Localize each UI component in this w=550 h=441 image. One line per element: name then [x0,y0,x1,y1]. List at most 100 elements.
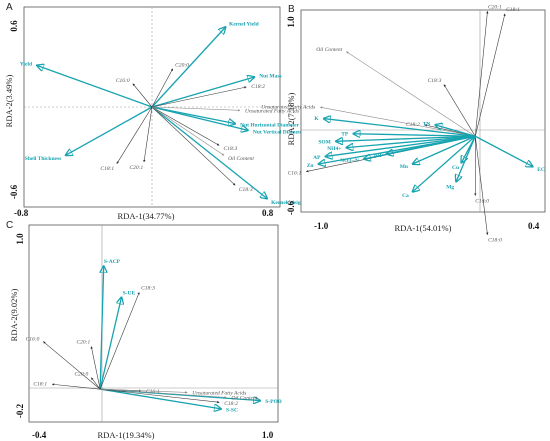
vector-label: C16:0 [116,78,130,84]
vector-arrow [336,135,476,141]
vector-label: S-UE [123,290,136,296]
vector-arrow [346,51,476,137]
vector-label: C18:3 [428,78,442,84]
vector-arrow [151,106,236,186]
vector-arrow [353,134,476,137]
y-tick-label: -0.6 [286,200,296,215]
vector-arrow [99,297,121,390]
vector-arrow [99,292,140,390]
vector-label: C16:1 [146,389,160,395]
plot-frame [28,224,279,423]
vector-label: C20:1 [130,165,144,171]
vector-label: Kernel Yield [229,21,259,27]
vector-label: Unsaturated Fatty Acids [261,104,315,110]
vector-label: C20:0 [74,372,88,378]
vector-arrow [151,106,248,130]
vector-arrow [99,266,104,390]
vector-label: Oil Content [231,396,257,402]
y-tick-label: 1.0 [286,16,296,28]
vector-label: C16:1 [288,171,302,177]
vector-label: C20:1 [76,340,90,346]
x-tick-label: 0.4 [528,221,540,231]
vector-label: Ca [402,193,409,199]
vector-arrow [151,106,220,146]
x-tick-label: -0.8 [14,208,29,218]
arrows-layer: S-ACP S-UE S-POD S-SC C18:3 C16:0 C20:1 C20:0 C1… [26,259,282,414]
y-tick-label: 1.0 [15,233,25,245]
vector-label: Nut Horizontal Diameter [240,123,300,129]
vector-arrow [91,377,101,390]
vector-label: Mg [446,184,454,190]
vector-label: Unsaturated Fatty Acids [192,391,246,397]
vector-label: Kernel Weight [271,200,305,206]
vector-label: K [314,116,319,122]
vector-label: EC [537,167,545,173]
vector-arrow [66,106,153,155]
x-axis-title: RDA-1(34.77%) [118,211,175,221]
vector-label: C18:3 [224,146,238,152]
vector-label: Yield [20,62,32,68]
vector-arrow [51,383,101,390]
vector-label: NO3--N [340,158,359,164]
vector-label: Cu [452,165,459,171]
y-axis-title: RDA-2(7.18%) [286,93,296,146]
vector-arrow [151,27,226,108]
vector-arrow [151,77,254,108]
vector-arrow [100,388,188,394]
x-tick-label: -1.0 [314,221,329,231]
vector-arrow [435,125,476,137]
arrows-layer: Kernel Yield Nut Mass Yield Shell Thickness… [20,21,306,205]
vector-arrow [413,135,476,192]
vector-arrow [100,388,220,404]
vector-label: TN [423,122,431,128]
x-tick-label: 0.8 [262,208,274,218]
vector-label: TP [341,132,349,138]
vector-label: C20:1 [488,4,502,10]
vector-label: C16:0 [475,199,489,205]
vector-label: C18:1 [33,382,47,388]
vector-arrow [325,135,476,156]
vector-arrow [37,65,153,108]
vector-label: Shell Thickness [25,156,61,162]
vector-arrow [474,136,489,235]
vector-label: NH4+ [327,146,341,152]
vector-label: C18:3 [141,286,155,292]
vector-arrow [100,388,221,409]
vector-arrow [43,341,101,390]
vector-arrow [143,106,153,163]
vector-label: C16:0 [26,336,40,342]
vector-label: AP [313,155,321,161]
vector-arrow [413,135,476,164]
vector-label: Nut Vertical Diameter [253,130,305,136]
x-axis-title: RDA-1(19.34%) [98,430,155,440]
vector-label: Oil Content [228,156,254,162]
vector-arrow [151,86,247,108]
panel-c: C S-ACP S-UE S-POD S-SC C18:3 C16:0 C20:1 C20:0… [6,220,282,440]
vector-label: Nut Mass [259,74,281,80]
vector-arrow [461,135,476,163]
vector-label: S-ACP [104,259,121,265]
vector-label: pH [374,153,382,159]
vector-arrow [443,84,476,137]
vector-label: Unsaturated Fatty Acids [245,109,299,115]
vector-arrow [324,119,476,137]
vector-label: S-SC [226,408,238,414]
panel-letter: B [288,4,295,15]
vector-arrow [90,346,101,390]
vector-arrow [474,13,506,137]
vector-arrow [151,68,174,108]
y-tick-label: 0.6 [9,20,19,32]
vector-arrow [346,135,476,147]
vector-label: SOM [318,139,331,145]
vector-arrow [319,106,476,137]
vector-arrow [386,135,476,154]
x-axis-title: RDA-1(54.01%) [395,223,452,233]
vector-label: C18:2 [251,84,265,90]
vector-arrow [151,106,267,199]
y-tick-label: -0.6 [9,184,19,199]
vector-label: C20:0 [175,62,189,68]
vector-arrow [132,83,153,108]
vector-label: Mn [400,164,408,170]
panel-a: A Kernel Yield Nut Mass Yield Shell Thickne… [4,2,306,221]
